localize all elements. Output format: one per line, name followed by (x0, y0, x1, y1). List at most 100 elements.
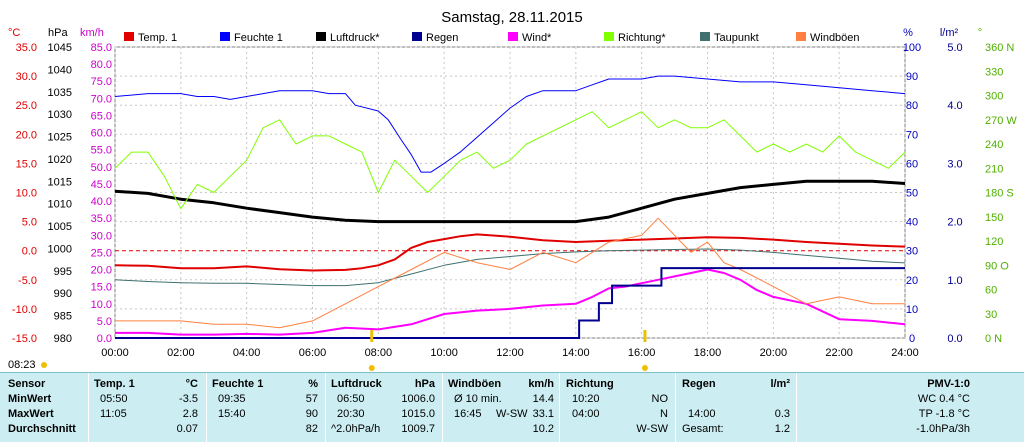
pressure-tick-label: 1025 (48, 132, 72, 144)
humidity-tick-label: 0 (909, 333, 915, 345)
legend-swatch (124, 32, 134, 41)
gusts-unit: km/h (528, 378, 554, 390)
legend-swatch (220, 32, 230, 41)
temp-min: -3.5 (179, 393, 198, 405)
humidity-avg: 82 (305, 423, 318, 435)
time-tick-label: 24:00 (891, 347, 919, 359)
rain-total: 1.2 (774, 423, 790, 435)
pressure-tick-label: 1005 (48, 221, 72, 233)
humidity-tick-label: 90 (906, 71, 918, 83)
wind-tick-label: 50.0 (91, 162, 112, 174)
time-tick-label: 16:00 (628, 347, 656, 359)
wind-tick-label: 5.0 (97, 316, 112, 328)
axis-units: °C hPa km/h% l/m² ° (8, 27, 982, 39)
temp-tick-label: 10.0 (16, 188, 37, 200)
pressure-unit-label: hPa (48, 27, 68, 39)
direction-max-time: 04:00 (572, 408, 600, 420)
wind-tick-label: 10.0 (91, 299, 112, 311)
axes: 35.0 30.0 25.0 20.0 15.0 10.0 5.0 0.0 -5.0 -10.0 -… (12, 42, 1017, 359)
pressure-tick-label: 995 (54, 266, 72, 278)
rain-unit-label: l/m² (940, 27, 959, 39)
pressure-tick-label: 1020 (48, 154, 72, 166)
pmv-header: PMV-1:0 (927, 378, 970, 390)
humidity-max: 90 (305, 408, 318, 420)
pressure-min: 1006.0 (401, 393, 435, 405)
direction-tick-label: 60 (985, 285, 997, 297)
direction-avg: W-SW (636, 423, 668, 435)
wind-tick-label: 85.0 (91, 42, 112, 54)
summary-rain: Regen l/m² 14:00 0.3 Gesamt: 1.2 (682, 373, 792, 442)
direction-min: NO (651, 393, 669, 405)
summary-pressure: Luftdruck hPa 06:50 1006.0 20:30 1015.0 … (331, 373, 441, 442)
wind-unit-label: km/h (80, 27, 104, 39)
series-line-luftdruck (114, 179, 906, 224)
humidity-tick-label: 10 (906, 304, 918, 316)
time-tick-label: 00:00 (101, 347, 129, 359)
humidity-tick-label: 80 (906, 100, 918, 112)
legend-swatch (604, 32, 614, 41)
row-label-max: MaxWert (8, 408, 54, 420)
legend-label: Regen (426, 32, 458, 44)
wind-tick-label: 30.0 (91, 230, 112, 242)
humidity-tick-label: 70 (906, 129, 918, 141)
summary-table: Sensor MinWert MaxWert Durchschnitt Temp… (0, 372, 1024, 442)
pressure-tick-label: 1000 (48, 243, 72, 255)
temp-tick-label: 30.0 (16, 71, 37, 83)
rain-tick-label: 5.0 (947, 42, 962, 54)
wind-tick-label: 40.0 (91, 196, 112, 208)
direction-tick-label: 90 O (985, 260, 1009, 272)
humidity-min-time: 09:35 (218, 393, 246, 405)
humidity-unit-label: % (903, 27, 913, 39)
temp-tick-label: -5.0 (18, 275, 37, 287)
humidity-tick-label: 50 (906, 188, 918, 200)
legend-label: Richtung* (618, 32, 666, 44)
direction-tick-label: 330 (985, 66, 1003, 78)
time-tick-label: 18:00 (694, 347, 722, 359)
rain-tick-label: 4.0 (947, 100, 962, 112)
time-tick-label: 22:00 (825, 347, 853, 359)
rain-max-time: 14:00 (688, 408, 716, 420)
direction-tick-label: 210 (985, 163, 1003, 175)
legend-label: Luftdruck* (330, 32, 380, 44)
temp-max: 2.8 (182, 408, 198, 420)
humidity-tick-label: 100 (903, 42, 921, 54)
temp-unit-label: °C (8, 27, 20, 39)
direction-tick-label: 240 (985, 139, 1003, 151)
temp-tick-label: 35.0 (16, 42, 37, 54)
pressure-unit: hPa (414, 378, 435, 390)
humidity-tick-label: 40 (906, 217, 918, 229)
row-label-min: MinWert (8, 393, 52, 405)
direction-min-time: 10:20 (572, 393, 600, 405)
pressure-max: 1015.0 (401, 408, 435, 420)
pressure-tick-label: 1030 (48, 109, 72, 121)
current-time-label: 08:23 (8, 359, 36, 371)
series-line-feuchte-1 (114, 75, 906, 173)
summary-temp: Temp. 1 °C 05:50 -3.5 11:05 2.8 0.07 (94, 373, 204, 442)
weather-chart: Samstag, 28.11.2015 Temp. 1 Feuchte 1 Luft… (8, 9, 1017, 371)
pressure-tick-label: 990 (54, 288, 72, 300)
rain-max: 0.3 (774, 408, 790, 420)
day-markers: 08:23 (8, 330, 648, 371)
temp-max-time: 11:05 (100, 408, 127, 420)
time-tick-label: 08:00 (365, 347, 393, 359)
chart-title: Samstag, 28.11.2015 (441, 9, 583, 26)
series-line-richtung (114, 111, 906, 210)
pressure-trend: ^2.0hPa/h (331, 423, 381, 435)
rain-header: Regen (682, 378, 716, 390)
gusts-max-dir: W-SW (496, 408, 528, 420)
wind-tick-label: 25.0 (91, 247, 112, 259)
humidity-tick-label: 60 (906, 158, 918, 170)
humidity-min: 57 (305, 393, 318, 405)
gusts-min-label: Ø 10 min. (454, 393, 502, 405)
direction-header: Richtung (566, 378, 614, 390)
pressure-tick-label: 980 (54, 333, 72, 345)
pmv-tp: TP -1.8 °C (918, 408, 970, 420)
temp-tick-label: 20.0 (16, 129, 37, 141)
pressure-tick-label: 985 (54, 311, 72, 323)
pressure-min-time: 06:50 (337, 393, 365, 405)
rain-tick-label: 1.0 (947, 275, 962, 287)
gusts-header: Windböen (448, 378, 502, 390)
row-label-sensor: Sensor (8, 378, 46, 390)
legend: Temp. 1 Feuchte 1 Luftdruck* Regen Wind* Rich… (124, 32, 860, 44)
legend-label: Windböen (810, 32, 860, 44)
